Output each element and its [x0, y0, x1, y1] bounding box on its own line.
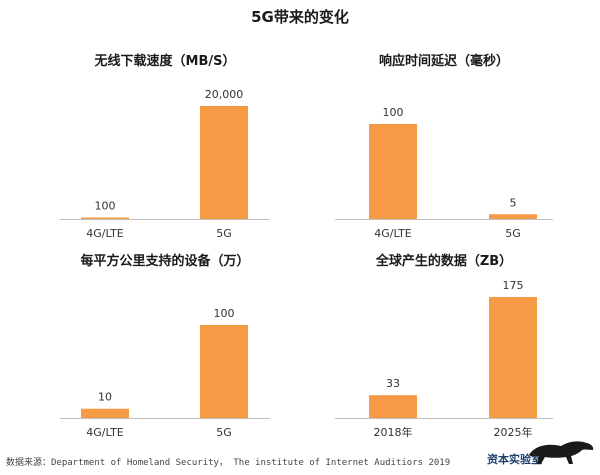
tick-label-2-1: 4G/LTE [374, 227, 412, 240]
data-label-2-2: 5 [510, 196, 517, 209]
data-label-1-2: 20,000 [205, 88, 244, 101]
tick-label-4-1: 2018年 [374, 425, 413, 439]
tick-label-2-2: 5G [505, 227, 521, 240]
chart-panel-2: 响应时间延迟（毫秒） 100 4G/LTE 5 5G [335, 53, 553, 240]
chart-panel-1: 无线下载速度（MB/S） 100 4G/LTE 20,000 5G [60, 53, 270, 240]
tick-label-4-2: 2025年 [494, 425, 533, 439]
data-label-2-1: 100 [383, 106, 404, 119]
chart-title-2: 响应时间延迟（毫秒） [379, 53, 509, 69]
data-label-4-2: 175 [503, 279, 524, 292]
data-label-1-1: 100 [95, 200, 116, 213]
bar-1-2 [200, 106, 248, 219]
chart-title-1: 无线下载速度（MB/S） [94, 53, 236, 69]
bar-4-1 [369, 395, 417, 418]
bar-2-1 [369, 124, 417, 219]
source-note: 数据来源：Department of Homeland Security， Th… [6, 458, 451, 468]
data-label-4-1: 33 [386, 377, 400, 390]
page-title: 5G带来的变化 [251, 8, 349, 26]
chart-title-4: 全球产生的数据（ZB） [375, 253, 512, 269]
tick-label-1-2: 5G [216, 227, 232, 240]
bar-2-2 [489, 214, 537, 219]
tick-label-1-1: 4G/LTE [86, 227, 124, 240]
logo-text: 资本实验室 [487, 453, 542, 466]
chart-panel-4: 全球产生的数据（ZB） 33 2018年 175 2025年 [335, 253, 553, 439]
panther-icon [529, 441, 594, 464]
tick-label-3-1: 4G/LTE [86, 426, 124, 439]
tick-label-3-2: 5G [216, 426, 232, 439]
data-label-3-2: 100 [214, 307, 235, 320]
bar-3-2 [200, 325, 248, 418]
brand-logo: 资本实验室 [487, 437, 597, 471]
bar-4-2 [489, 297, 537, 418]
bar-3-1 [81, 408, 129, 418]
bar-1-1 [81, 217, 129, 219]
chart-panel-3: 每平方公里支持的设备（万） 10 4G/LTE 100 5G [60, 253, 270, 439]
chart-title-3: 每平方公里支持的设备（万） [80, 253, 249, 269]
data-label-3-1: 10 [98, 391, 112, 404]
